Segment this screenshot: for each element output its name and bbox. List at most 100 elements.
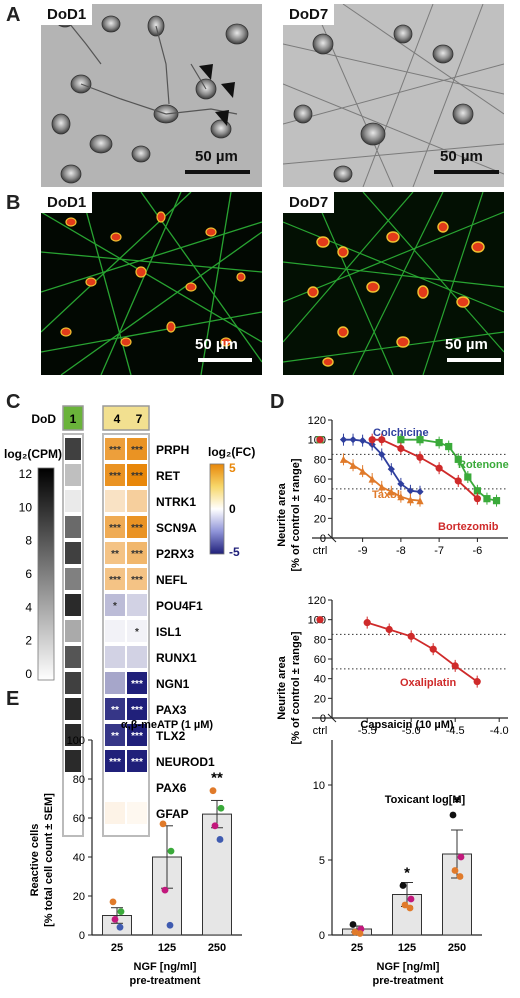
y-tick-label: 20 [314,693,326,705]
data-point [216,836,224,843]
y-tick-label: 60 [314,474,326,486]
fc-column-frame [102,433,150,837]
panel-letter-e: E [6,688,20,710]
significance-stars: *** [109,575,121,586]
data-point [445,442,453,451]
data-point [401,901,409,909]
cpm-cell [65,672,81,694]
fc-cell-dod4 [105,594,125,616]
y-tick-label: 60 [73,813,85,825]
data-point [407,895,415,903]
fc-cell-dod7 [127,594,147,616]
chart-title: α,β-meATP (1 µM) [121,719,213,731]
significance-stars: *** [109,471,121,482]
y-axis-label: [% total cell count ± SEM] [43,793,55,927]
fit-curve [366,621,478,683]
fc-cell-dod4 [105,490,125,512]
data-point [454,455,462,463]
data-point [359,437,367,445]
significance-stars: * [404,865,410,882]
y-axis-label: Neurite area [276,482,288,546]
cpm-cell [65,646,81,668]
data-point [368,475,376,483]
significance-stars: * [113,601,117,612]
x-tick-label: -4.5 [446,725,465,737]
dod-7-header: 7 [136,412,143,426]
data-point [397,436,405,444]
x-tick-label: -5.5 [358,725,377,737]
y-tick-label: 0 [319,930,325,942]
fc-cell-dod4 [105,750,125,772]
data-point [429,645,437,653]
data-point [385,625,393,634]
data-point [378,436,386,444]
reactive-cells-charts: Reactive cells [% total cell count ± SEM… [29,719,482,987]
y-tick-label: 5 [319,855,325,867]
data-point [397,444,405,453]
gene-label: SCN9A [156,521,197,535]
x-tick-label: -9 [358,545,368,557]
data-point [435,439,443,447]
panel-letter-c: C [6,391,21,413]
fc-cell-dod4 [105,672,125,694]
x-tick-label: 25 [111,942,123,954]
cpm-cell [65,724,81,746]
x-tick-label: -8 [396,545,406,557]
fc-tick: -5 [229,545,240,559]
data-point [166,921,174,929]
data-point [378,483,386,491]
series-label: Bortezomib [438,521,499,533]
data-point [359,467,367,475]
data-point [416,436,424,444]
chart-title: Capsaicin (10 µM) [360,719,453,731]
data-point [159,820,167,828]
cpm-cell [65,490,81,512]
data-point [116,923,124,931]
gene-label: GFAP [156,807,189,821]
cpm-tick-label: 2 [25,634,32,648]
y-axis-label: [% of control ± range] [290,631,302,744]
series-label: Rotenone [458,459,509,471]
significance-stars: *** [131,757,143,768]
cpm-tick-label: 12 [19,467,33,481]
cpm-cell [65,802,81,824]
cpm-cell [65,516,81,538]
fc-cell-dod7 [127,698,147,720]
data-point [109,898,117,906]
gene-label: NEUROD1 [156,755,215,769]
y-tick-label: 120 [308,595,326,607]
data-point [473,495,481,503]
significance-stars: ** [111,549,119,560]
fc-cell-dod4 [105,698,125,720]
data-point [406,496,415,504]
y-tick-label: 120 [308,415,326,427]
x-tick-label: -5.0 [402,725,421,737]
scale-label: 50 µm [195,336,238,353]
data-point [464,473,472,481]
gene-label: NGN1 [156,677,190,691]
x-tick-label: 25 [351,942,363,954]
significance-stars: *** [131,705,143,716]
fc-cell-dod7 [127,516,147,538]
gene-label: NTRK1 [156,495,196,509]
fc-cell-dod7 [127,438,147,460]
x-tick-label: 125 [398,942,416,954]
gene-label: RUNX1 [156,651,197,665]
cpm-cell [65,594,81,616]
data-point [454,477,462,485]
x-axis-label: pre-treatment [130,975,201,987]
data-point [435,464,443,472]
y-tick-label: 60 [314,654,326,666]
dod-4-header: 4 [114,412,121,426]
x-axis-label: Toxicant log[M] [385,794,466,806]
x-axis-label: NGF [ng/ml] [134,961,197,973]
fc-cell-dod7 [127,724,147,746]
y-tick-label: 80 [314,454,326,466]
x-tick-label: -7 [434,545,444,557]
data-point [473,678,481,686]
image-label-dod1: DoD1 [41,4,93,25]
dod-header: DoD [31,412,56,426]
gene-label: PAX3 [156,703,187,717]
fc-cell-dod4 [105,516,125,538]
cpm-cell [65,750,81,772]
